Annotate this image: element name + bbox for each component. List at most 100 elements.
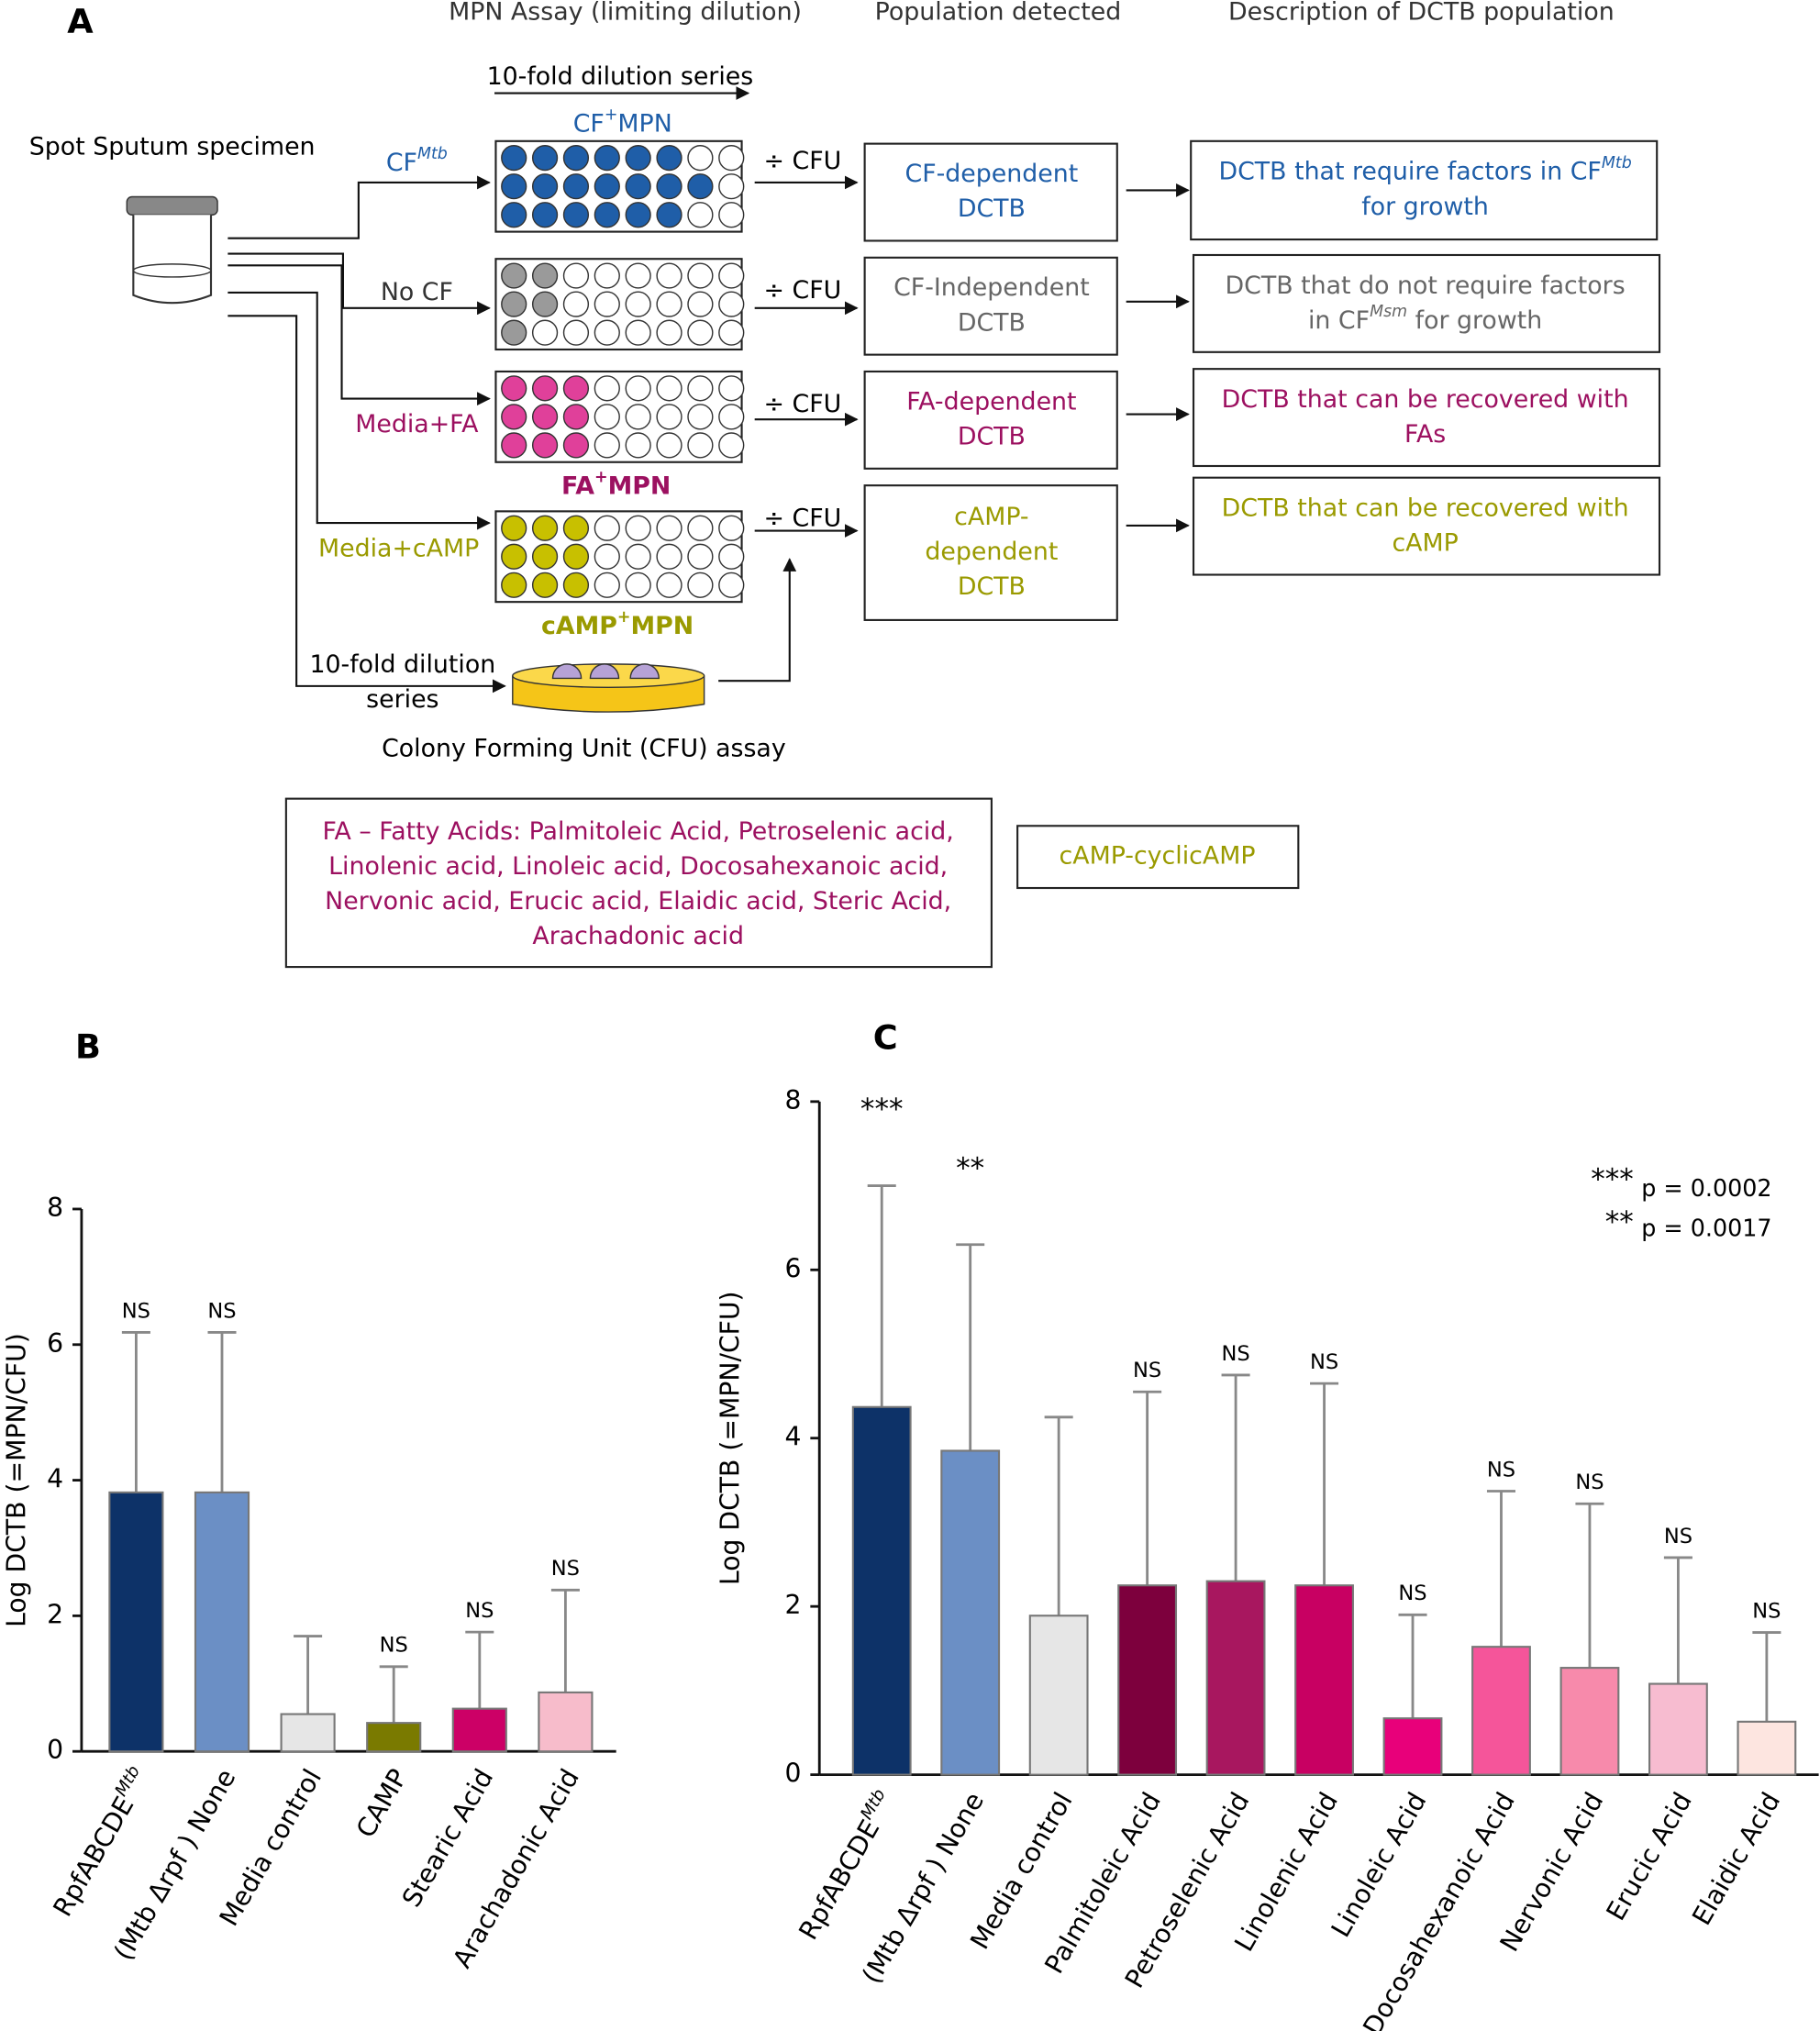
- well: [562, 515, 590, 541]
- significance-label: **: [956, 1152, 984, 1185]
- well: [501, 291, 527, 317]
- legend-text: p = 0.0017: [1641, 1215, 1771, 1242]
- well: [625, 202, 651, 228]
- well: [562, 145, 590, 172]
- bar: [851, 1405, 912, 1776]
- well: [562, 375, 590, 402]
- well: [562, 404, 590, 430]
- well: [531, 291, 559, 317]
- branch-label: CFMtb: [386, 145, 448, 176]
- plate-label-sup: +: [594, 469, 608, 487]
- well: [625, 543, 651, 570]
- population-label: DCTB: [958, 572, 1026, 601]
- well: [718, 375, 745, 402]
- y-axis-label: Log DCTB (=MPN/CFU): [715, 1291, 745, 1585]
- significance-label: NS: [1487, 1458, 1515, 1482]
- divide-label: ÷ CFU: [764, 504, 842, 532]
- well: [625, 291, 651, 317]
- column-header: Population detected: [875, 0, 1122, 27]
- well: [531, 543, 559, 570]
- significance-label: NS: [1752, 1600, 1781, 1624]
- description-label: cAMP: [1392, 528, 1458, 557]
- bar: [1382, 1717, 1443, 1776]
- y-tick-label: 2: [47, 1599, 63, 1629]
- branch-label-sup: Mtb: [417, 145, 448, 163]
- well: [594, 543, 620, 570]
- well: [594, 375, 620, 402]
- divide-label: ÷ CFU: [764, 276, 842, 305]
- well: [594, 291, 620, 317]
- well: [718, 572, 745, 598]
- x-tick-label: Stearic Acid: [396, 1764, 499, 1913]
- chart-title: B: [75, 1027, 101, 1066]
- bar: [538, 1691, 594, 1753]
- population-label: DCTB: [958, 194, 1026, 223]
- well: [501, 375, 527, 402]
- well: [594, 319, 620, 346]
- well: [718, 319, 745, 346]
- well: [656, 572, 682, 598]
- well: [531, 572, 559, 598]
- well: [501, 404, 527, 430]
- bar: [1205, 1580, 1266, 1776]
- branch-label-text: Media+cAMP: [318, 534, 479, 562]
- fa-note: Nervonic acid, Erucic acid, Elaidic acid…: [325, 887, 951, 916]
- well: [625, 375, 651, 402]
- well: [656, 173, 682, 200]
- bar: [108, 1491, 164, 1753]
- population-label: CF-Independent: [893, 273, 1090, 302]
- y-tick-label: 2: [784, 1590, 801, 1620]
- divide-label: ÷ CFU: [764, 390, 842, 418]
- well: [656, 291, 682, 317]
- divide-label: ÷ CFU: [764, 147, 842, 175]
- y-tick-label: 0: [47, 1735, 63, 1765]
- well: [625, 319, 651, 346]
- well: [656, 202, 682, 228]
- well: [562, 543, 590, 570]
- description-label-sup: Msm: [1370, 303, 1407, 321]
- well: [687, 145, 714, 172]
- bar: [1117, 1584, 1178, 1776]
- well: [687, 572, 714, 598]
- description-label-text: in CF: [1308, 305, 1370, 334]
- well: [625, 572, 651, 598]
- significance-label: NS: [1664, 1525, 1692, 1548]
- description-label-text: DCTB that can be recovered with: [1222, 385, 1629, 414]
- cfu-assay: Colony Forming Unit (CFU) assay: [382, 735, 786, 763]
- well: [562, 173, 590, 200]
- well: [656, 319, 682, 346]
- y-tick-label: 4: [784, 1422, 801, 1452]
- well: [625, 404, 651, 430]
- well: [501, 432, 527, 459]
- description-label-after: for growth: [1407, 305, 1542, 334]
- well: [687, 202, 714, 228]
- well: [718, 173, 745, 200]
- description-label: DCTB that can be recovered with: [1222, 494, 1629, 522]
- well: [594, 202, 620, 228]
- well: [531, 515, 559, 541]
- well: [687, 432, 714, 459]
- legend-text: p = 0.0002: [1641, 1174, 1771, 1202]
- significance-label: NS: [551, 1557, 580, 1581]
- well: [531, 262, 559, 289]
- significance-label: NS: [1221, 1342, 1249, 1366]
- bar: [1028, 1615, 1089, 1776]
- bar: [940, 1449, 1001, 1776]
- plate-label-sup: +: [605, 106, 618, 125]
- well: [625, 173, 651, 200]
- well: [625, 262, 651, 289]
- bar: [1559, 1667, 1620, 1776]
- chart-title: C: [873, 1018, 898, 1058]
- well: [501, 262, 527, 289]
- description-label-text: FAs: [1404, 420, 1446, 449]
- population-label: FA-dependent: [906, 387, 1076, 416]
- well: [718, 145, 745, 172]
- camp-note: cAMP-cyclicAMP: [1060, 842, 1256, 871]
- legend-stars: ***: [1591, 1163, 1634, 1196]
- well: [687, 515, 714, 541]
- well: [531, 375, 559, 402]
- well: [562, 202, 590, 228]
- description-label-text: for growth: [1361, 192, 1489, 220]
